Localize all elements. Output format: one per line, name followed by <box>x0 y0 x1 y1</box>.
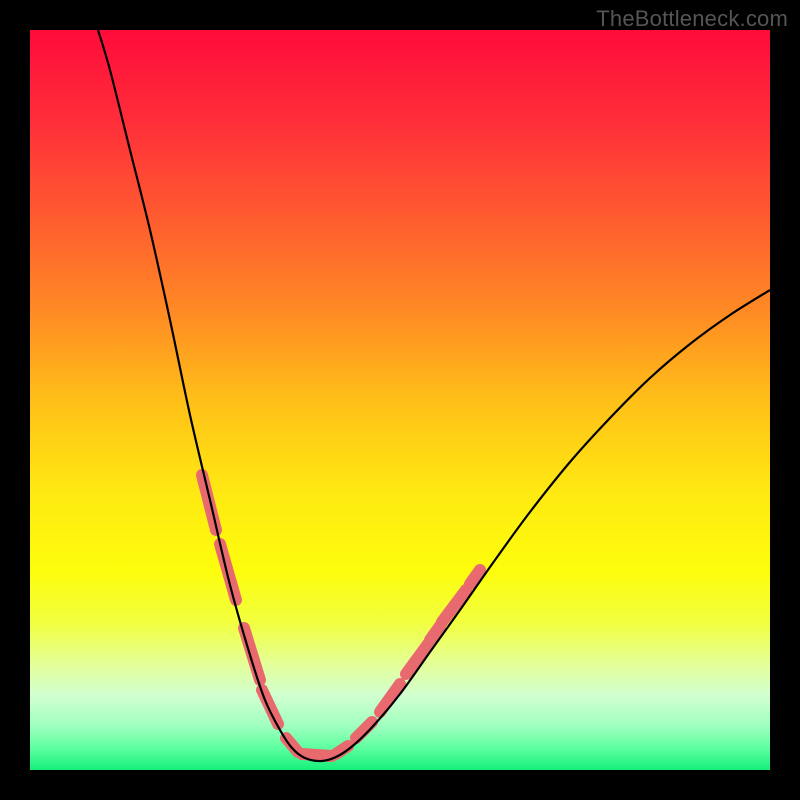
chart-background <box>30 30 770 770</box>
plot-svg <box>30 30 770 770</box>
watermark-text: TheBottleneck.com <box>596 6 788 32</box>
plot-area <box>30 30 770 770</box>
